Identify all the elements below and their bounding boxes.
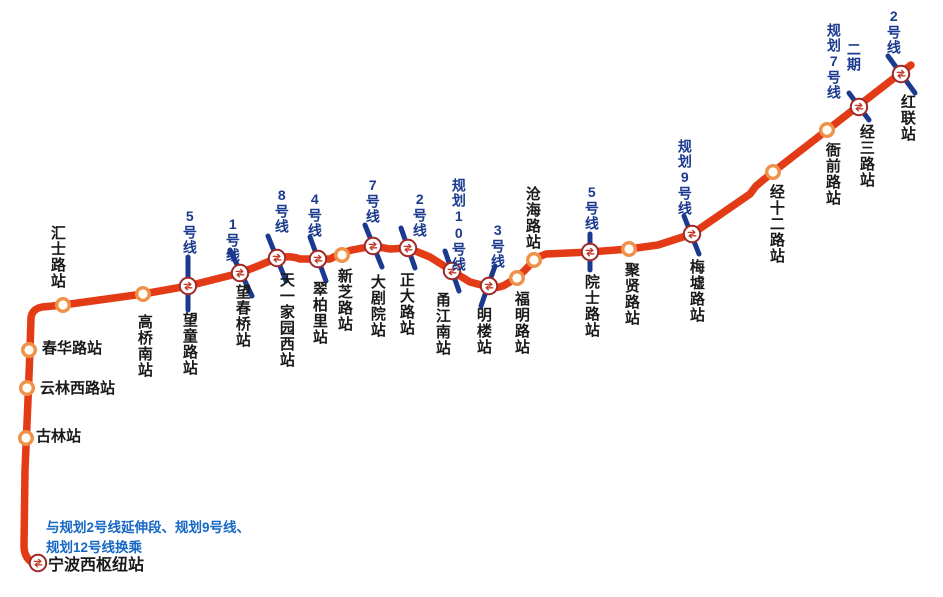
station-label: 高桥南站 — [135, 314, 153, 378]
transfer-roundel-icon — [363, 236, 383, 256]
station-dot-icon — [526, 251, 542, 268]
transfer-stations — [28, 64, 911, 573]
line-transfer-label: 1号线 — [224, 216, 241, 263]
transfer-roundel-icon — [479, 276, 499, 296]
station-dot-icon — [334, 246, 350, 263]
line-transfer-label: 规划7号线 — [825, 23, 842, 100]
regular-stations — [18, 121, 835, 446]
station-label: 红联站 — [898, 94, 916, 142]
station-dot-icon — [765, 163, 781, 181]
transfer-roundel-icon — [230, 263, 250, 283]
station-dot-icon — [134, 286, 152, 302]
line-transfer-label: 2号线 — [411, 191, 428, 238]
station-label: 新芝路站 — [335, 268, 353, 332]
station-label: 衙前路站 — [823, 142, 841, 206]
transfer-roundel-icon — [849, 97, 869, 117]
transfer-roundel-icon — [891, 64, 911, 84]
station-dot-icon — [819, 121, 835, 139]
note-line-2: 规划12号线换乘 — [46, 539, 143, 555]
line-transfer-label: 5号线 — [181, 208, 198, 255]
line-transfer-label: 5号线 — [583, 184, 600, 231]
station-dot-icon — [21, 342, 37, 358]
transfer-roundel-icon — [398, 238, 418, 258]
transfer-roundel-icon — [178, 276, 198, 296]
station-label: 梅墟路站 — [687, 259, 705, 323]
station-label: 院士路站 — [582, 274, 600, 338]
station-dot-icon — [55, 297, 72, 313]
line-transfer-label: 3号线 — [489, 222, 506, 269]
transfer-roundel-icon — [580, 242, 600, 262]
station-dot-icon — [18, 430, 34, 446]
line-transfer-label: 7号线 — [364, 177, 381, 224]
transfer-line-segments — [185, 53, 918, 313]
station-dot-icon — [509, 270, 525, 286]
station-label: 正大路站 — [397, 272, 415, 336]
station-label: 翠柏里站 — [310, 281, 328, 345]
station-label: 汇士路站 — [48, 225, 66, 289]
station-label: 甬江南站 — [433, 292, 451, 356]
station-label: 经三路站 — [857, 124, 875, 188]
line-transfer-label: 4号线 — [306, 191, 323, 238]
station-label: 春华路站 — [42, 340, 103, 357]
line-transfer-label: 规划9号线 — [676, 139, 693, 216]
station-label: 大剧院站 — [368, 274, 386, 338]
station-label: 沧海路站 — [523, 186, 541, 250]
transfer-roundel-icon — [267, 248, 287, 268]
planned-transfer-note: 与规划2号线延伸段、规划9号线、 规划12号线换乘 — [46, 518, 250, 557]
note-line-1: 与规划2号线延伸段、规划9号线、 — [46, 520, 251, 535]
station-label: 福明路站 — [512, 291, 530, 355]
station-label: 明楼站 — [474, 307, 492, 355]
station-label: 古林站 — [36, 428, 82, 445]
station-dot-icon — [19, 380, 35, 396]
station-label: 望春桥站 — [233, 284, 251, 348]
station-label: 经十二路站 — [767, 184, 785, 264]
transfer-roundel-icon — [28, 553, 48, 573]
line-transfer-label: 2号线 — [885, 8, 902, 55]
line-transfer-label: 规划10号线 — [450, 178, 467, 272]
station-dot-icon — [621, 240, 637, 258]
route-line — [20, 61, 915, 569]
line-transfer-label: 8号线 — [273, 187, 290, 234]
line-phase-label: 二期 — [845, 42, 862, 72]
transfer-roundel-icon — [682, 224, 702, 244]
transfer-roundel-icon — [308, 249, 328, 269]
station-label: 望童路站 — [180, 312, 198, 376]
station-label: 聚贤路站 — [622, 262, 640, 326]
station-label: 宁波西枢纽站 — [48, 557, 145, 574]
station-label: 天一家园西站 — [277, 272, 295, 368]
station-label: 云林西路站 — [40, 380, 116, 397]
